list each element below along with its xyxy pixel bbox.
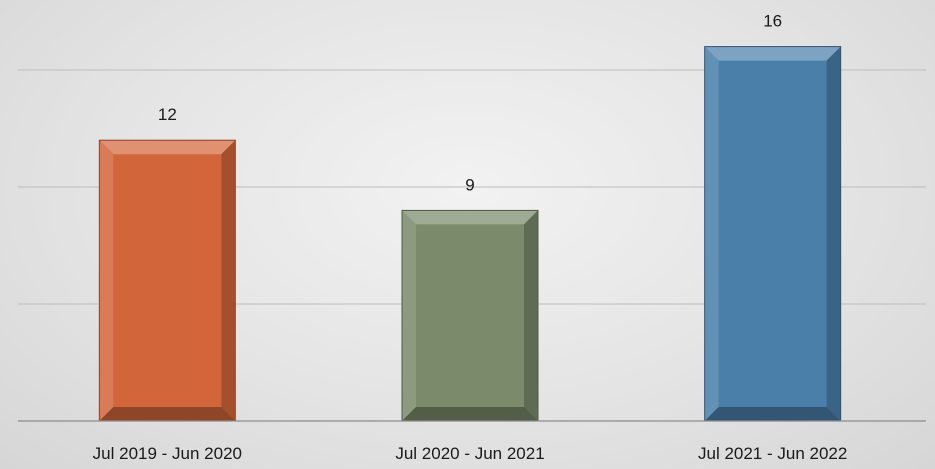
bar-face xyxy=(99,140,236,421)
labels: 12 Jul 2019 - Jun 2020 9 Jul 2020 - Jun 202… xyxy=(93,12,848,463)
bar-bevel-right xyxy=(524,210,538,421)
bar-bevel-bottom xyxy=(99,407,236,421)
bar-3 xyxy=(704,46,842,422)
bar-face xyxy=(402,210,538,421)
data-label-1: 12 xyxy=(158,105,177,124)
data-label-3: 16 xyxy=(763,12,782,31)
bar-2 xyxy=(401,209,539,422)
bar-bevel-top xyxy=(402,210,538,225)
bar-bevel-right xyxy=(221,140,236,421)
bar-bevel-left xyxy=(402,210,416,421)
bar-bevel-bottom xyxy=(704,407,841,421)
bar-bevel-right xyxy=(826,46,841,421)
bars xyxy=(98,46,842,422)
bar-1 xyxy=(98,139,236,422)
category-label-2: Jul 2020 - Jun 2021 xyxy=(395,444,544,463)
category-label-3: Jul 2021 - Jun 2022 xyxy=(698,444,847,463)
bar-bevel-top xyxy=(99,140,236,155)
bar-bevel-left xyxy=(99,140,114,421)
bar-bevel-bottom xyxy=(402,407,538,421)
bar-bevel-top xyxy=(704,46,841,61)
bar-face xyxy=(704,46,841,421)
category-label-1: Jul 2019 - Jun 2020 xyxy=(93,444,242,463)
data-label-2: 9 xyxy=(465,175,474,194)
bar-bevel-left xyxy=(704,46,719,421)
